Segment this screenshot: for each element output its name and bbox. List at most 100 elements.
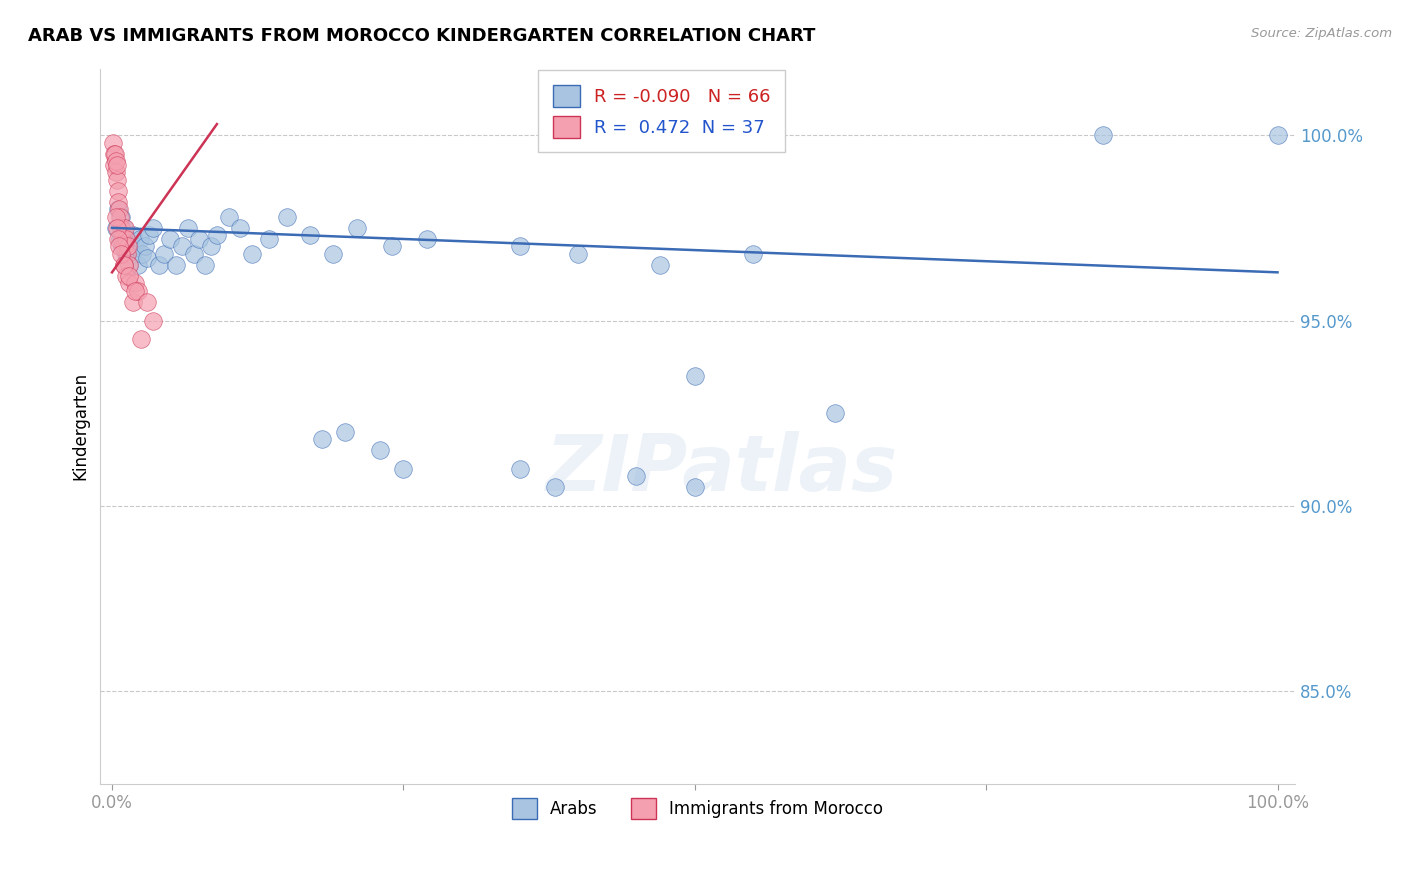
Point [108, 232, 131, 246]
Y-axis label: Kindergarten: Kindergarten [72, 372, 89, 480]
Point [107, 184, 129, 198]
Point [218, 210, 240, 224]
Point [1091, 128, 1114, 143]
Point [509, 239, 531, 253]
Point [124, 284, 146, 298]
Point [170, 239, 193, 253]
Point [134, 239, 156, 253]
Point [683, 480, 706, 494]
Point [124, 277, 146, 291]
Point [392, 461, 415, 475]
Point [683, 369, 706, 384]
Point [110, 210, 132, 224]
Point [368, 443, 391, 458]
Point [544, 480, 567, 494]
Point [240, 247, 263, 261]
Point [111, 232, 134, 246]
Point [1267, 128, 1289, 143]
Point [112, 220, 135, 235]
Point [177, 220, 200, 235]
Point [104, 165, 127, 179]
Point [127, 284, 149, 298]
Point [115, 232, 138, 246]
Point [114, 228, 136, 243]
Point [118, 277, 141, 291]
Point [117, 239, 139, 253]
Point [103, 158, 125, 172]
Point [311, 432, 333, 446]
Point [229, 220, 252, 235]
Point [108, 239, 131, 253]
Point [742, 247, 765, 261]
Point [115, 232, 138, 246]
Point [159, 232, 181, 246]
Point [121, 247, 143, 261]
Text: ARAB VS IMMIGRANTS FROM MOROCCO KINDERGARTEN CORRELATION CHART: ARAB VS IMMIGRANTS FROM MOROCCO KINDERGA… [28, 27, 815, 45]
Point [124, 239, 146, 253]
Point [142, 313, 165, 327]
Point [105, 172, 128, 186]
Point [104, 210, 127, 224]
Point [103, 146, 125, 161]
Point [415, 232, 437, 246]
Point [567, 247, 589, 261]
Point [259, 232, 281, 246]
Point [129, 232, 152, 246]
Point [333, 425, 356, 439]
Point [107, 232, 129, 246]
Point [112, 258, 135, 272]
Point [165, 258, 187, 272]
Point [112, 239, 135, 253]
Legend: Arabs, Immigrants from Morocco: Arabs, Immigrants from Morocco [505, 792, 890, 825]
Point [118, 268, 141, 283]
Point [138, 228, 160, 243]
Point [194, 258, 217, 272]
Point [104, 220, 127, 235]
Point [107, 194, 129, 209]
Point [122, 228, 145, 243]
Point [153, 247, 176, 261]
Point [118, 258, 141, 272]
Point [105, 158, 128, 172]
Point [148, 258, 170, 272]
Point [205, 228, 228, 243]
Point [122, 295, 145, 310]
Point [299, 228, 322, 243]
Point [110, 247, 132, 261]
Point [108, 202, 131, 217]
Point [101, 136, 124, 150]
Point [648, 258, 671, 272]
Point [626, 469, 648, 483]
Point [129, 332, 152, 346]
Point [112, 258, 135, 272]
Point [115, 268, 138, 283]
Point [115, 247, 138, 261]
Point [105, 154, 128, 169]
Point [108, 210, 131, 224]
Point [117, 239, 139, 253]
Point [105, 220, 128, 235]
Point [120, 239, 142, 253]
Point [183, 247, 205, 261]
Point [104, 146, 127, 161]
Point [115, 247, 138, 261]
Point [136, 295, 159, 310]
Point [136, 251, 159, 265]
Point [276, 210, 298, 224]
Point [188, 232, 211, 246]
Point [111, 239, 134, 253]
Point [107, 202, 129, 217]
Point [346, 220, 368, 235]
Text: Source: ZipAtlas.com: Source: ZipAtlas.com [1251, 27, 1392, 40]
Point [131, 247, 153, 261]
Point [322, 247, 344, 261]
Point [200, 239, 222, 253]
Point [127, 258, 149, 272]
Text: ZIPatlas: ZIPatlas [546, 431, 897, 507]
Point [824, 406, 846, 420]
Point [118, 258, 141, 272]
Point [381, 239, 404, 253]
Point [110, 220, 132, 235]
Point [509, 461, 531, 475]
Point [142, 220, 165, 235]
